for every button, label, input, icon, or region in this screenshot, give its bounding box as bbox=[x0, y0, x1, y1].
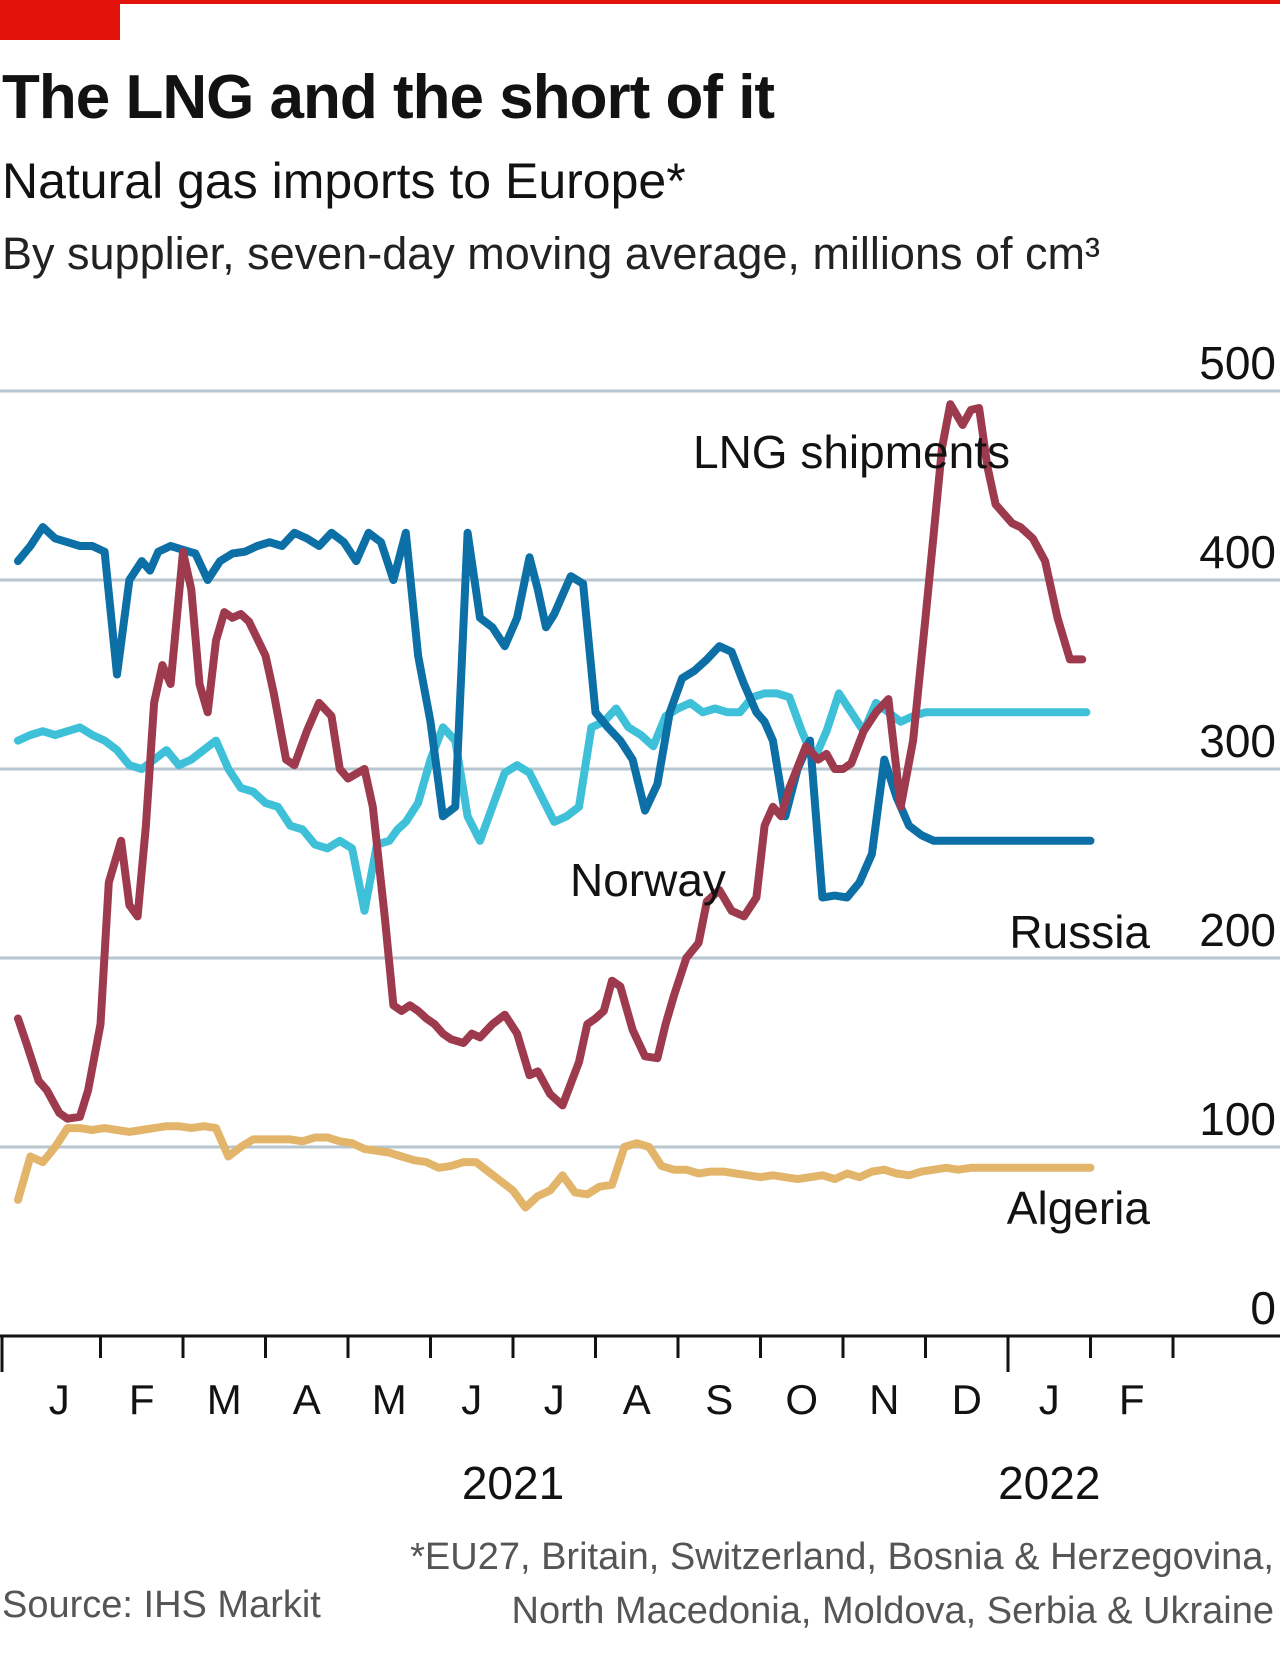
x-tick-label-0: J bbox=[49, 1376, 70, 1423]
x-tick-label-4: M bbox=[372, 1376, 407, 1423]
chart-title: The LNG and the short of it bbox=[2, 63, 775, 132]
x-tick-label-2: M bbox=[207, 1376, 242, 1423]
y-tick-label-500: 500 bbox=[1199, 337, 1276, 389]
gridlines: 0 100 200 300 400 500 bbox=[0, 337, 1280, 1334]
x-tick-label-8: S bbox=[705, 1376, 733, 1423]
x-year-label-2021: 2021 bbox=[462, 1457, 564, 1509]
line-chart: 0 100 200 300 400 500 LNG shipments Norway Ru… bbox=[0, 337, 1280, 1509]
series-line-norway bbox=[14, 689, 1091, 915]
x-tick-label-10: N bbox=[869, 1376, 899, 1423]
x-tick-label-12: J bbox=[1039, 1376, 1060, 1423]
series-label-russia: Russia bbox=[1009, 906, 1150, 958]
y-tick-label-0: 0 bbox=[1250, 1282, 1276, 1334]
y-tick-label-400: 400 bbox=[1199, 526, 1276, 578]
x-tick-label-7: A bbox=[623, 1376, 651, 1423]
x-tick-label-5: J bbox=[461, 1376, 482, 1423]
x-tick-label-11: D bbox=[952, 1376, 982, 1423]
y-tick-label-100: 100 bbox=[1199, 1093, 1276, 1145]
accent-rule bbox=[0, 0, 1280, 4]
footnote-line-2: North Macedonia, Moldova, Serbia & Ukrai… bbox=[511, 1590, 1275, 1632]
x-tick-label-6: J bbox=[544, 1376, 565, 1423]
series-labels: LNG shipments Norway Russia Algeria bbox=[570, 426, 1150, 1234]
x-tick-label-1: F bbox=[129, 1376, 155, 1423]
series-label-algeria: Algeria bbox=[1007, 1182, 1151, 1234]
x-year-label-2022: 2022 bbox=[998, 1457, 1100, 1509]
series-lines bbox=[14, 400, 1095, 1212]
series-label-lng: LNG shipments bbox=[693, 426, 1010, 478]
source-note: Source: IHS Markit bbox=[2, 1584, 321, 1626]
x-tick-label-9: O bbox=[785, 1376, 818, 1423]
x-axis: J F M A M J J A S O N D J F 2021 2022 bbox=[0, 1334, 1280, 1509]
series-line-russia bbox=[14, 523, 1095, 902]
y-tick-label-200: 200 bbox=[1199, 904, 1276, 956]
x-tick-label-3: A bbox=[293, 1376, 321, 1423]
y-tick-label-300: 300 bbox=[1199, 715, 1276, 767]
footnote: *EU27, Britain, Switzerland, Bosnia & He… bbox=[410, 1530, 1274, 1638]
chart-subtitle: Natural gas imports to Europe* bbox=[2, 153, 686, 209]
x-tick-label-13: F bbox=[1119, 1376, 1145, 1423]
accent-bar bbox=[0, 0, 120, 40]
series-label-norway: Norway bbox=[570, 854, 726, 906]
chart-units: By supplier, seven-day moving average, m… bbox=[2, 228, 1100, 279]
series-line-algeria bbox=[14, 1122, 1095, 1212]
footnote-line-1: *EU27, Britain, Switzerland, Bosnia & He… bbox=[410, 1536, 1274, 1578]
series-line-lng bbox=[14, 400, 1087, 1123]
